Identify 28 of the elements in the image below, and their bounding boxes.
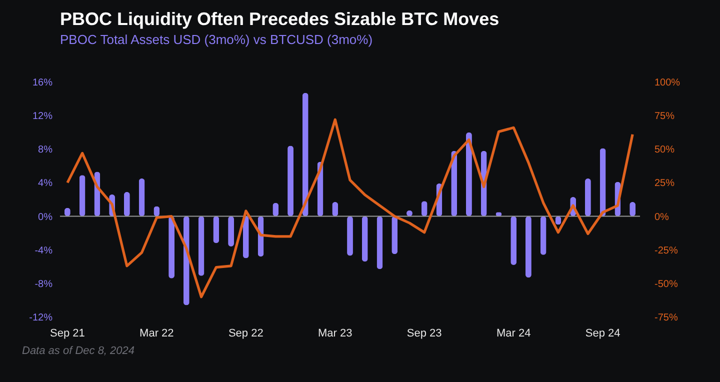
- y2-tick-label: -25%: [654, 245, 678, 256]
- bar: [525, 216, 532, 278]
- x-tick-label: Sep 24: [585, 328, 620, 340]
- chart-subtitle: PBOC Total Assets USD (3mo%) vs BTCUSD (3mo%): [60, 32, 373, 47]
- y-tick-label: 16%: [32, 78, 53, 88]
- y2-tick-label: 50%: [654, 144, 675, 156]
- y2-tick-label: 0%: [654, 212, 670, 223]
- text: Data as of Dec 8, 2024: [22, 345, 135, 357]
- y-tick-label: 12%: [32, 111, 53, 122]
- y2-tick-label: -75%: [654, 312, 678, 324]
- x-tick-label: Sep 23: [406, 328, 442, 340]
- x-tick-label: Mar 23: [318, 328, 352, 340]
- line-series: [66, 118, 634, 298]
- y-tick-label: 4%: [38, 178, 53, 190]
- y-tick-label: 0%: [38, 212, 53, 223]
- y-tick-label: 8%: [38, 144, 53, 156]
- y-tick-label: -8%: [34, 278, 53, 290]
- y-tick-label: -12%: [29, 312, 53, 324]
- y-tick-label: -4%: [34, 245, 53, 256]
- x-tick-label: Sep 21: [50, 328, 85, 340]
- x-tick-label: Mar 22: [140, 328, 174, 340]
- chart-title: PBOC Liquidity Often Precedes Sizable BTC Moves: [60, 9, 500, 29]
- x-tick-label: Mar 24: [496, 328, 531, 340]
- y2-tick-label: 100%: [654, 78, 680, 88]
- y2-tick-label: -50%: [654, 278, 678, 290]
- y2-tick-label: 25%: [654, 178, 675, 190]
- x-tick-label: Sep 22: [228, 328, 264, 340]
- y2-tick-label: 75%: [654, 111, 675, 122]
